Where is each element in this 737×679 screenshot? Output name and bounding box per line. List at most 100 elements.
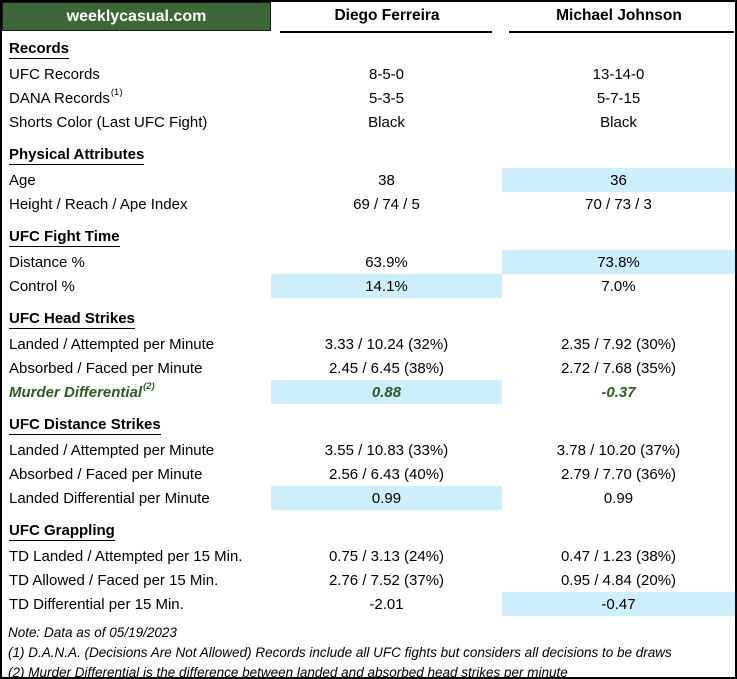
section-title-records: Records (2, 40, 735, 62)
row-label: Shorts Color (Last UFC Fight) (2, 110, 271, 134)
fighter2-value: -0.47 (502, 592, 735, 616)
fighter2-value: 2.79 / 7.70 (36%) (560, 465, 677, 483)
section-title-label: UFC Fight Time (9, 228, 120, 247)
row-label-text: Control % (9, 277, 75, 295)
row-label-text: Landed / Attempted per Minute (9, 335, 215, 353)
row-label-text: Landed / Attempted per Minute (9, 441, 215, 459)
row-label-text: Murder Differential (9, 383, 143, 401)
row-label-text: Shorts Color (Last UFC Fight) (9, 113, 208, 131)
brand-cell: weeklycasual.com (2, 2, 271, 31)
table-row: Absorbed / Faced per Minute 2.45 / 6.45 (… (2, 356, 735, 380)
row-label: Distance % (2, 250, 271, 274)
fighter1-value: 38 (378, 171, 395, 189)
table-row: Landed Differential per Minute 0.99 0.99 (2, 486, 735, 510)
table-row: Distance % 63.9% 73.8% (2, 250, 735, 274)
table-row: TD Allowed / Faced per 15 Min. 2.76 / 7.5… (2, 568, 735, 592)
row-label: Height / Reach / Ape Index (2, 192, 271, 216)
row-label-text: TD Differential per 15 Min. (9, 595, 184, 613)
fighter2-value: 73.8% (502, 250, 735, 274)
fighter2-value: 0.95 / 4.84 (20%) (560, 571, 677, 589)
section-title-ufc-distance-strikes: UFC Distance Strikes (2, 416, 735, 438)
fighter1-value: 3.55 / 10.83 (33%) (324, 441, 449, 459)
fighter2-value: 2.35 / 7.92 (30%) (560, 335, 677, 353)
footnote-marker: (1) (110, 87, 123, 99)
fighter2-value: 2.72 / 7.68 (35%) (560, 359, 677, 377)
table-row: UFC Records 8-5-0 13-14-0 (2, 62, 735, 86)
fighter1-value: 63.9% (365, 253, 408, 271)
footnote-marker: (2) (143, 381, 155, 393)
table-header: weeklycasual.com Diego Ferreira Michael … (2, 2, 735, 33)
row-label: Control % (2, 274, 271, 298)
fighter1-value: 5-3-5 (368, 89, 405, 107)
table-body: Records UFC Records 8-5-0 13-14-0 DANA Recor… (2, 40, 735, 616)
row-label: Absorbed / Faced per Minute (2, 462, 271, 486)
row-label: TD Landed / Attempted per 15 Min. (2, 544, 271, 568)
fighter2-header: Michael Johnson (503, 2, 735, 33)
fighter2-value: 3.78 / 10.20 (37%) (556, 441, 681, 459)
table-row: Height / Reach / Ape Index 69 / 74 / 5 70 … (2, 192, 735, 216)
fighter2-value: 0.99 (603, 489, 634, 507)
section-title-ufc-head-strikes: UFC Head Strikes (2, 310, 735, 332)
fighter1-value: 69 / 74 / 5 (353, 195, 420, 213)
fighter1-value: 2.56 / 6.43 (40%) (328, 465, 445, 483)
row-label-text: Age (9, 171, 36, 189)
fighter2-value: 5-7-15 (596, 89, 641, 107)
row-label: UFC Records (2, 62, 271, 86)
fighter1-value: Black (368, 113, 405, 131)
table-row: Control % 14.1% 7.0% (2, 274, 735, 298)
fighter1-value: 0.75 / 3.13 (24%) (328, 547, 445, 565)
row-label: DANA Records (1) (2, 86, 271, 110)
table-row: Murder Differential (2) 0.88 -0.37 (2, 380, 735, 404)
footnote-line: Note: Data as of 05/19/2023 (8, 624, 177, 640)
fighter1-value: 8-5-0 (368, 65, 405, 83)
fighter2-name: Michael Johnson (556, 7, 682, 24)
brand-label: weeklycasual.com (66, 7, 207, 25)
row-label: TD Differential per 15 Min. (2, 592, 271, 616)
section-title-physical-attributes: Physical Attributes (2, 146, 735, 168)
section-title-ufc-fight-time: UFC Fight Time (2, 228, 735, 250)
row-label: Landed / Attempted per Minute (2, 438, 271, 462)
fighter1-name: Diego Ferreira (334, 7, 440, 24)
row-label: TD Allowed / Faced per 15 Min. (2, 568, 271, 592)
table-row: Shorts Color (Last UFC Fight) Black Black (2, 110, 735, 134)
table-row: Landed / Attempted per Minute 3.55 / 10.8… (2, 438, 735, 462)
fighter2-value: 0.47 / 1.23 (38%) (560, 547, 677, 565)
fighter1-value: 2.45 / 6.45 (38%) (328, 359, 445, 377)
footnotes: Note: Data as of 05/19/2023 (1) D.A.N.A. … (2, 622, 735, 679)
table-row: Landed / Attempted per Minute 3.33 / 10.2… (2, 332, 735, 356)
table-row: Age 38 36 (2, 168, 735, 192)
table-row: DANA Records (1) 5-3-5 5-7-15 (2, 86, 735, 110)
footnote-line: (2) Murder Differential is the differenc… (8, 664, 568, 679)
section-title-label: UFC Distance Strikes (9, 416, 161, 435)
section-title-ufc-grappling: UFC Grappling (2, 522, 735, 544)
fighter1-value: 14.1% (271, 274, 502, 298)
row-label-text: UFC Records (9, 65, 100, 83)
fighter2-value: 70 / 73 / 3 (585, 195, 652, 213)
row-label: Age (2, 168, 271, 192)
row-label: Landed / Attempted per Minute (2, 332, 271, 356)
row-label-text: Distance % (9, 253, 85, 271)
row-label: Landed Differential per Minute (2, 486, 271, 510)
table-row: TD Differential per 15 Min. -2.01 -0.47 (2, 592, 735, 616)
fighter2-value: Black (600, 113, 637, 131)
row-label-text: TD Allowed / Faced per 15 Min. (9, 571, 219, 589)
table-row: Absorbed / Faced per Minute 2.56 / 6.43 (… (2, 462, 735, 486)
fighter2-value: 36 (502, 168, 735, 192)
row-label-text: Absorbed / Faced per Minute (9, 359, 203, 377)
row-label-text: TD Landed / Attempted per 15 Min. (9, 547, 243, 565)
fighter1-value: 0.99 (271, 486, 502, 510)
fighter1-header: Diego Ferreira (271, 2, 503, 33)
section-title-label: UFC Grappling (9, 522, 115, 541)
fighter1-value: 0.88 (271, 380, 502, 404)
footnote-line: (1) D.A.N.A. (Decisions Are Not Allowed)… (8, 644, 672, 660)
fighter1-value: 2.76 / 7.52 (37%) (328, 571, 445, 589)
fighter2-value: 13-14-0 (592, 65, 645, 83)
row-label-text: DANA Records (9, 89, 110, 107)
fighter1-value: -2.01 (369, 595, 404, 613)
section-title-label: UFC Head Strikes (9, 310, 135, 329)
section-title-label: Records (9, 40, 70, 59)
row-label: Murder Differential (2) (2, 380, 271, 404)
row-label: Absorbed / Faced per Minute (2, 356, 271, 380)
row-label-text: Absorbed / Faced per Minute (9, 465, 203, 483)
